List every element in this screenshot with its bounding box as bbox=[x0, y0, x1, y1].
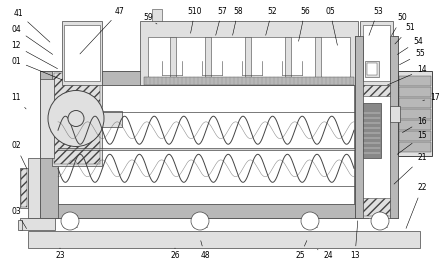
Text: 52: 52 bbox=[266, 6, 277, 35]
Bar bbox=[357, 38, 396, 216]
Text: 26: 26 bbox=[170, 248, 180, 260]
Bar bbox=[363, 25, 390, 81]
Bar bbox=[152, 9, 162, 21]
Bar bbox=[102, 110, 122, 127]
Bar bbox=[399, 131, 431, 141]
Bar bbox=[52, 71, 102, 166]
Bar bbox=[245, 37, 251, 77]
Text: 12: 12 bbox=[11, 41, 58, 69]
Circle shape bbox=[48, 90, 104, 147]
Text: 59: 59 bbox=[143, 14, 157, 24]
Text: 14: 14 bbox=[388, 65, 427, 85]
Text: 53: 53 bbox=[369, 6, 383, 35]
Text: 15: 15 bbox=[397, 131, 427, 154]
Circle shape bbox=[191, 212, 209, 230]
Bar bbox=[399, 109, 431, 119]
Text: 01: 01 bbox=[11, 56, 62, 80]
Text: 57: 57 bbox=[216, 6, 227, 35]
Bar bbox=[148, 37, 350, 81]
Bar bbox=[359, 96, 394, 198]
Bar bbox=[390, 36, 398, 218]
Bar bbox=[355, 36, 363, 218]
Bar bbox=[40, 71, 368, 85]
Bar bbox=[399, 142, 431, 152]
Text: 47: 47 bbox=[80, 6, 125, 54]
Text: 17: 17 bbox=[423, 94, 440, 102]
Bar bbox=[390, 106, 400, 122]
Text: 16: 16 bbox=[402, 117, 427, 132]
Text: 13: 13 bbox=[350, 221, 360, 260]
Bar bbox=[355, 36, 398, 218]
Bar bbox=[315, 37, 321, 77]
Bar bbox=[40, 79, 54, 158]
Bar bbox=[363, 103, 381, 158]
Bar bbox=[18, 220, 22, 230]
Bar bbox=[399, 98, 431, 108]
Text: 510: 510 bbox=[188, 6, 202, 33]
Bar bbox=[365, 61, 379, 77]
Circle shape bbox=[61, 212, 79, 230]
Text: 25: 25 bbox=[295, 240, 307, 260]
Text: 22: 22 bbox=[406, 184, 427, 228]
Text: 02: 02 bbox=[11, 142, 27, 168]
Bar bbox=[54, 73, 100, 164]
Bar bbox=[140, 21, 358, 85]
Bar bbox=[398, 71, 432, 156]
Bar bbox=[144, 77, 354, 85]
Bar bbox=[64, 25, 100, 81]
Bar bbox=[399, 120, 431, 130]
Text: 03: 03 bbox=[11, 206, 27, 228]
Text: 21: 21 bbox=[394, 153, 427, 184]
Circle shape bbox=[68, 110, 84, 127]
Bar bbox=[20, 218, 55, 230]
Text: 54: 54 bbox=[397, 36, 423, 55]
Text: 41: 41 bbox=[13, 9, 50, 42]
Text: 50: 50 bbox=[392, 14, 407, 36]
Bar bbox=[399, 76, 431, 86]
Text: 48: 48 bbox=[200, 241, 210, 260]
Text: 23: 23 bbox=[55, 248, 65, 260]
Bar bbox=[21, 169, 27, 207]
Bar bbox=[205, 37, 211, 77]
Bar bbox=[399, 87, 431, 97]
Bar bbox=[20, 168, 28, 208]
Circle shape bbox=[301, 212, 319, 230]
Bar bbox=[367, 63, 377, 75]
Text: 05: 05 bbox=[325, 6, 338, 45]
Bar bbox=[58, 85, 354, 204]
Bar bbox=[28, 158, 40, 218]
Bar bbox=[40, 204, 368, 218]
Text: 58: 58 bbox=[233, 6, 243, 35]
Text: 56: 56 bbox=[299, 6, 310, 41]
Text: 24: 24 bbox=[317, 250, 333, 260]
Text: 51: 51 bbox=[395, 23, 415, 44]
Bar bbox=[285, 37, 291, 77]
Text: 11: 11 bbox=[11, 94, 26, 109]
Bar bbox=[360, 21, 393, 85]
Bar bbox=[40, 71, 368, 218]
Bar bbox=[170, 37, 176, 77]
Bar bbox=[28, 231, 420, 248]
Bar bbox=[40, 71, 58, 218]
Text: 55: 55 bbox=[400, 49, 425, 65]
Circle shape bbox=[371, 212, 389, 230]
Bar bbox=[62, 21, 102, 85]
Text: 04: 04 bbox=[11, 24, 53, 55]
